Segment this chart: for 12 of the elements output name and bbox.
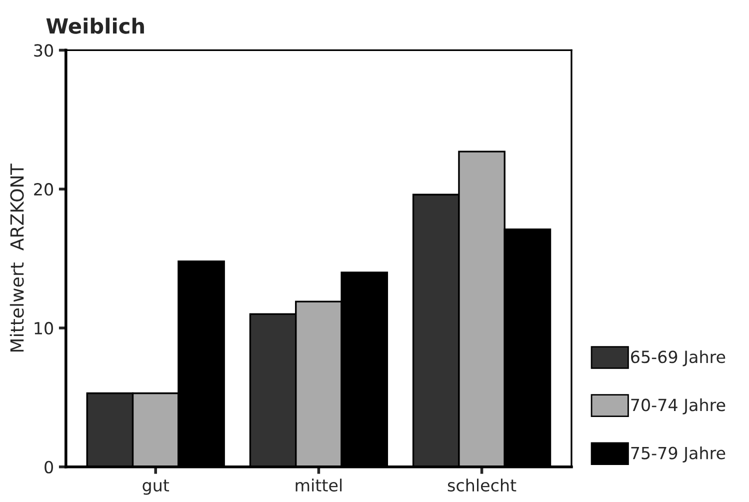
x-tick-label: schlecht — [448, 478, 516, 492]
y-axis-title: Mittelwert ARZKONT — [10, 164, 24, 352]
y-tick-label: 30 — [34, 44, 53, 57]
legend-label: 65-69 Jahre — [631, 350, 726, 366]
chart-title: Weiblich — [46, 18, 144, 34]
x-tick-label: mittel — [296, 478, 342, 492]
legend-label: 75-79 Jahre — [631, 446, 726, 462]
y-tick-label: 0 — [44, 460, 53, 474]
legend-label: 70-74 Jahre — [631, 398, 726, 414]
y-tick-label: 20 — [34, 183, 53, 196]
x-tick-label: gut — [142, 480, 170, 495]
y-tick-label: 10 — [34, 322, 53, 335]
